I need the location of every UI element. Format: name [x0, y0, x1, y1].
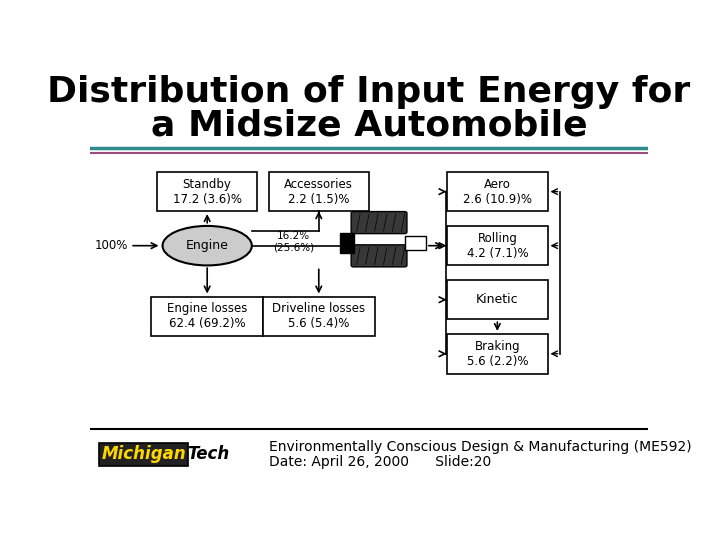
Text: Michigan: Michigan	[101, 446, 186, 463]
FancyBboxPatch shape	[351, 212, 407, 234]
Text: Distribution of Input Energy for: Distribution of Input Energy for	[48, 75, 690, 109]
Text: Engine losses
62.4 (69.2)%: Engine losses 62.4 (69.2)%	[167, 302, 248, 330]
Text: Environmentally Conscious Design & Manufacturing (ME592): Environmentally Conscious Design & Manuf…	[269, 440, 691, 454]
FancyBboxPatch shape	[340, 233, 354, 253]
Text: 16.2%
(25.6%): 16.2% (25.6%)	[273, 231, 314, 253]
Text: Engine: Engine	[186, 239, 229, 252]
Text: Accessories
2.2 (1.5)%: Accessories 2.2 (1.5)%	[284, 178, 354, 206]
Text: Kinetic: Kinetic	[476, 293, 518, 306]
FancyBboxPatch shape	[447, 226, 548, 266]
FancyBboxPatch shape	[151, 296, 263, 336]
FancyBboxPatch shape	[447, 280, 548, 320]
Text: Driveline losses
5.6 (5.4)%: Driveline losses 5.6 (5.4)%	[272, 302, 365, 330]
FancyBboxPatch shape	[263, 296, 374, 336]
FancyBboxPatch shape	[405, 236, 426, 250]
FancyBboxPatch shape	[351, 245, 407, 267]
Text: Date: April 26, 2000      Slide:20: Date: April 26, 2000 Slide:20	[269, 455, 491, 469]
FancyBboxPatch shape	[157, 172, 258, 211]
Ellipse shape	[163, 226, 252, 266]
Text: Tech: Tech	[188, 446, 230, 463]
FancyBboxPatch shape	[447, 172, 548, 211]
Text: Standby
17.2 (3.6)%: Standby 17.2 (3.6)%	[173, 178, 242, 206]
Text: a Midsize Automobile: a Midsize Automobile	[150, 108, 588, 142]
Text: Aero
2.6 (10.9)%: Aero 2.6 (10.9)%	[463, 178, 532, 206]
FancyBboxPatch shape	[447, 334, 548, 374]
Text: Rolling
4.2 (7.1)%: Rolling 4.2 (7.1)%	[467, 232, 528, 260]
FancyBboxPatch shape	[269, 172, 369, 211]
Text: Braking
5.6 (2.2)%: Braking 5.6 (2.2)%	[467, 340, 528, 368]
Text: 100%: 100%	[94, 239, 128, 252]
